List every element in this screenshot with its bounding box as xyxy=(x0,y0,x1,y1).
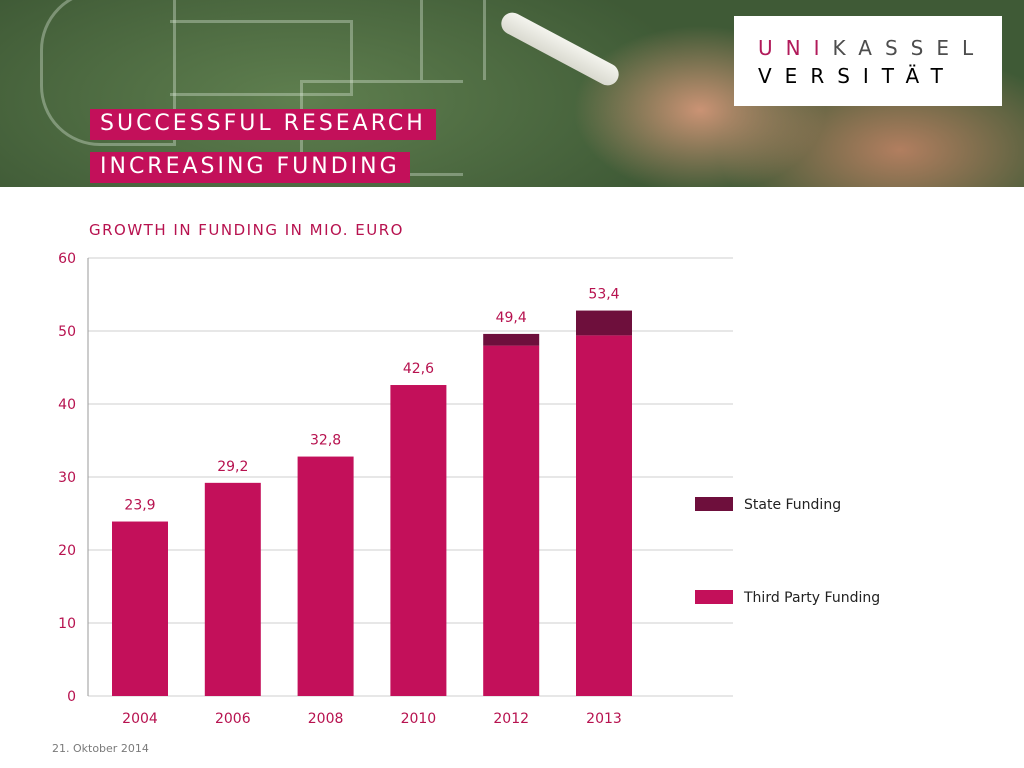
x-tick-label: 2012 xyxy=(493,711,529,727)
logo-line2: VERSITÄT xyxy=(758,64,956,88)
legend-label: Third Party Funding xyxy=(743,590,880,606)
y-tick-label: 60 xyxy=(58,251,76,267)
bar-third-party xyxy=(483,345,540,696)
bar-third-party xyxy=(112,521,168,696)
chalk-drawing xyxy=(420,0,486,80)
legend-swatch xyxy=(695,590,733,604)
data-label: 49,4 xyxy=(496,310,527,326)
x-tick-label: 2013 xyxy=(586,711,622,727)
logo-line1: UNIKASSEL xyxy=(758,36,986,60)
bar-third-party xyxy=(576,335,632,696)
bar-state xyxy=(483,333,540,346)
data-label: 32,8 xyxy=(310,433,341,449)
chalk-drawing xyxy=(40,0,176,146)
bar-third-party xyxy=(204,482,261,696)
x-tick-label: 2010 xyxy=(401,711,437,727)
legend-swatch xyxy=(695,497,733,511)
bar-third-party xyxy=(390,385,447,696)
bar-state xyxy=(576,310,632,336)
y-tick-label: 0 xyxy=(67,689,76,705)
university-logo: UNIKASSEL VERSITÄT xyxy=(734,16,1002,106)
footer-date: 21. Oktober 2014 xyxy=(52,742,149,755)
x-tick-label: 2008 xyxy=(308,711,344,727)
data-label: 29,2 xyxy=(217,459,248,475)
banner-title-line1: SUCCESSFUL RESEARCH xyxy=(90,109,436,140)
chalk-drawing xyxy=(170,20,353,96)
data-label: 23,9 xyxy=(124,498,155,514)
data-label: 42,6 xyxy=(403,361,434,377)
y-tick-label: 40 xyxy=(58,397,76,413)
banner-title-line2: INCREASING FUNDING xyxy=(90,152,410,183)
header-banner: SUCCESSFUL RESEARCH INCREASING FUNDING U… xyxy=(0,0,1024,187)
y-tick-label: 30 xyxy=(58,470,76,486)
x-tick-label: 2006 xyxy=(215,711,251,727)
x-tick-label: 2004 xyxy=(122,711,158,727)
y-tick-label: 50 xyxy=(58,324,76,340)
chart-title: GROWTH IN FUNDING IN MIO. EURO xyxy=(89,221,404,239)
logo-uni: UNI xyxy=(758,36,833,60)
data-label: 53,4 xyxy=(588,287,619,303)
bar-third-party xyxy=(297,456,354,696)
legend-label: State Funding xyxy=(744,497,841,513)
y-tick-label: 20 xyxy=(58,543,76,559)
logo-kassel: KASSEL xyxy=(832,36,987,60)
y-tick-label: 10 xyxy=(58,616,76,632)
